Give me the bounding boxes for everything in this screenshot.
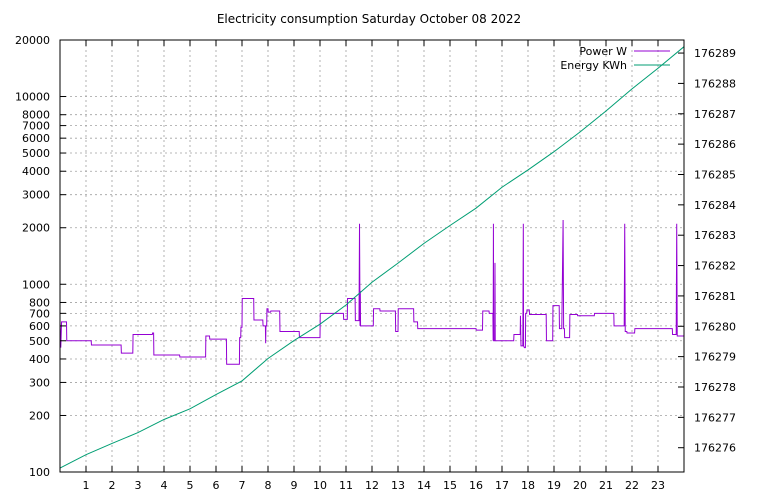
- y-left-tick-label: 200: [29, 409, 50, 422]
- y-right-tick-label: 176285: [694, 168, 736, 181]
- x-tick-label: 4: [161, 479, 168, 492]
- x-tick-label: 22: [625, 479, 639, 492]
- x-tick-label: 7: [239, 479, 246, 492]
- y-right-tick-label: 176283: [694, 229, 736, 242]
- x-tick-label: 6: [213, 479, 220, 492]
- y-right-tick-label: 176276: [694, 442, 736, 455]
- x-tick-label: 11: [339, 479, 353, 492]
- x-tick-label: 16: [469, 479, 483, 492]
- y-left-tick-label: 20000: [15, 34, 50, 47]
- y-left-tick-label: 500: [29, 335, 50, 348]
- legend-label: Power W: [579, 45, 627, 58]
- x-tick-label: 10: [313, 479, 327, 492]
- chart-title: Electricity consumption Saturday October…: [217, 12, 521, 26]
- y-left-tick-label: 5000: [22, 147, 50, 160]
- y-left-tick-label: 6000: [22, 132, 50, 145]
- y-left-tick-label: 3000: [22, 189, 50, 202]
- x-tick-label: 12: [365, 479, 379, 492]
- series-line-power-w: [59, 219, 684, 365]
- x-tick-label: 21: [599, 479, 613, 492]
- x-tick-label: 18: [521, 479, 535, 492]
- x-tick-label: 19: [547, 479, 561, 492]
- y-left-tick-label: 10000: [15, 91, 50, 104]
- x-tick-label: 14: [417, 479, 431, 492]
- y-left-tick-label: 7000: [22, 120, 50, 133]
- x-tick-label: 9: [291, 479, 298, 492]
- x-tick-label: 15: [443, 479, 457, 492]
- x-tick-label: 1: [83, 479, 90, 492]
- y-left-tick-label: 600: [29, 320, 50, 333]
- x-tick-label: 17: [495, 479, 509, 492]
- x-tick-label: 13: [391, 479, 405, 492]
- ticks: 1 2 3 4 5 6 7 8 9 10 11 12 13 14 15 16 17 18 19 20 21 22 23100…: [15, 34, 736, 492]
- y-left-tick-label: 100: [29, 466, 50, 479]
- x-tick-label: 5: [187, 479, 194, 492]
- y-right-tick-label: 176282: [694, 260, 736, 273]
- y-right-tick-label: 176288: [694, 77, 736, 90]
- y-right-tick-label: 176280: [694, 320, 736, 333]
- series-line-energy-kwh: [59, 46, 685, 469]
- series-layer: [59, 46, 685, 469]
- x-tick-label: 8: [265, 479, 272, 492]
- x-tick-label: 3: [135, 479, 142, 492]
- y-left-tick-label: 800: [29, 296, 50, 309]
- y-left-tick-label: 1000: [22, 278, 50, 291]
- y-right-tick-label: 176286: [694, 138, 736, 151]
- y-right-tick-label: 176277: [694, 411, 736, 424]
- grid: [60, 40, 684, 472]
- y-right-tick-label: 176284: [694, 199, 736, 212]
- y-left-tick-label: 700: [29, 307, 50, 320]
- legend-label: Energy KWh: [560, 59, 627, 72]
- y-left-tick-label: 300: [29, 376, 50, 389]
- x-tick-label: 23: [651, 479, 665, 492]
- y-left-tick-label: 400: [29, 353, 50, 366]
- y-right-tick-label: 176279: [694, 351, 736, 364]
- y-right-tick-label: 176287: [694, 108, 736, 121]
- y-right-tick-label: 176278: [694, 381, 736, 394]
- y-right-tick-label: 176281: [694, 290, 736, 303]
- y-left-tick-label: 2000: [22, 222, 50, 235]
- y-right-tick-label: 176289: [694, 47, 736, 60]
- x-tick-label: 20: [573, 479, 587, 492]
- x-tick-label: 2: [109, 479, 116, 492]
- y-left-tick-label: 8000: [22, 109, 50, 122]
- y-left-tick-label: 4000: [22, 165, 50, 178]
